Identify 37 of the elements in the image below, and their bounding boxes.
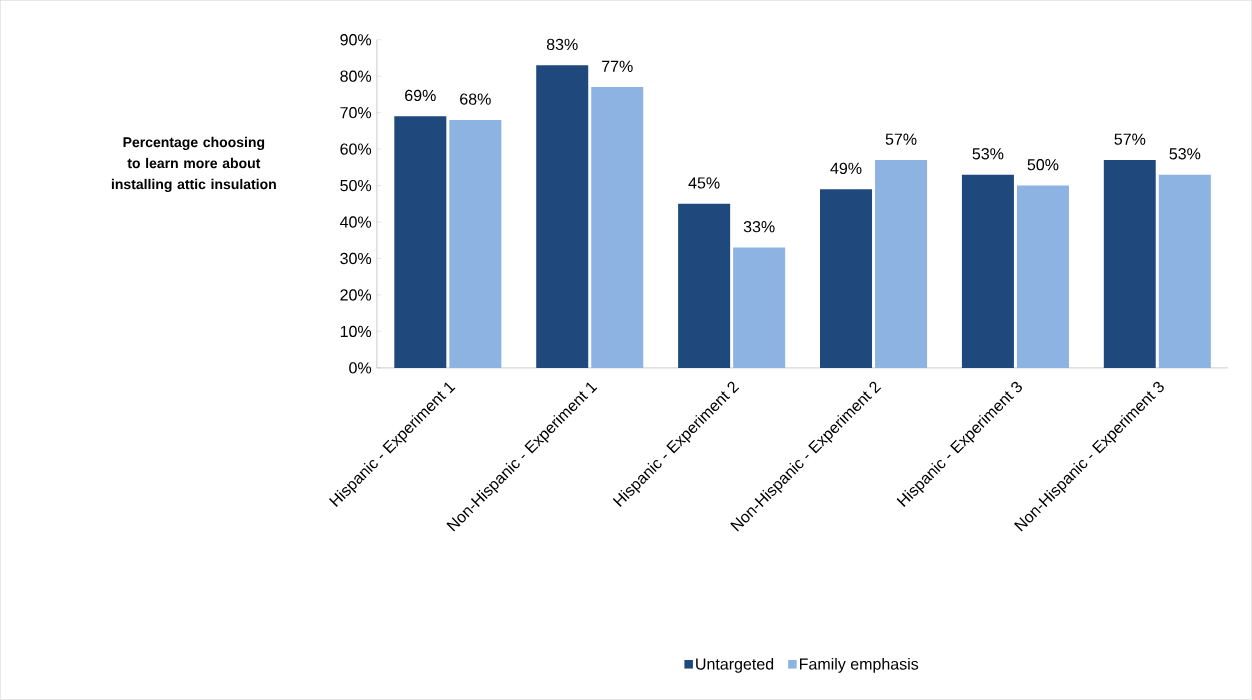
data-label: 50% bbox=[1027, 159, 1059, 171]
bar bbox=[394, 116, 447, 369]
bar bbox=[1103, 160, 1156, 369]
bar bbox=[678, 203, 731, 369]
data-label: 77% bbox=[602, 60, 633, 73]
y-tick-label: 50% bbox=[340, 180, 372, 192]
data-label: 49% bbox=[830, 162, 862, 175]
data-label: 68% bbox=[460, 93, 491, 105]
data-label: 57% bbox=[1114, 133, 1146, 145]
bar bbox=[1016, 185, 1069, 369]
data-label: 45% bbox=[688, 177, 720, 189]
data-label: 83% bbox=[546, 38, 578, 51]
y-tick-label: 60% bbox=[340, 143, 372, 155]
bar bbox=[536, 65, 589, 369]
y-tick-label: 40% bbox=[340, 216, 372, 228]
bar bbox=[875, 160, 928, 369]
y-tick-label: 20% bbox=[340, 289, 372, 301]
y-tick-label: 70% bbox=[340, 107, 372, 119]
legend-label: Family emphasis bbox=[800, 658, 919, 673]
y-tick-label: 30% bbox=[340, 252, 372, 265]
y-tick-label: 10% bbox=[340, 325, 372, 338]
bar bbox=[961, 174, 1014, 369]
bar bbox=[591, 87, 644, 369]
bar bbox=[449, 120, 502, 369]
y-tick-label: 0% bbox=[349, 362, 372, 374]
data-label: 53% bbox=[972, 148, 1004, 160]
data-label: 57% bbox=[885, 133, 917, 145]
data-label: 33% bbox=[743, 221, 775, 233]
bar bbox=[733, 247, 786, 369]
y-tick-label: 80% bbox=[340, 70, 372, 82]
data-label: 69% bbox=[405, 89, 436, 102]
bar bbox=[1158, 174, 1211, 369]
y-tick-label: 90% bbox=[340, 34, 372, 46]
bar bbox=[820, 189, 873, 369]
y-axis-title: Percentage choosing to learn more about installing attic insulation bbox=[111, 136, 276, 193]
legend-label: Untargeted bbox=[696, 658, 774, 673]
data-label: 53% bbox=[1169, 148, 1201, 160]
